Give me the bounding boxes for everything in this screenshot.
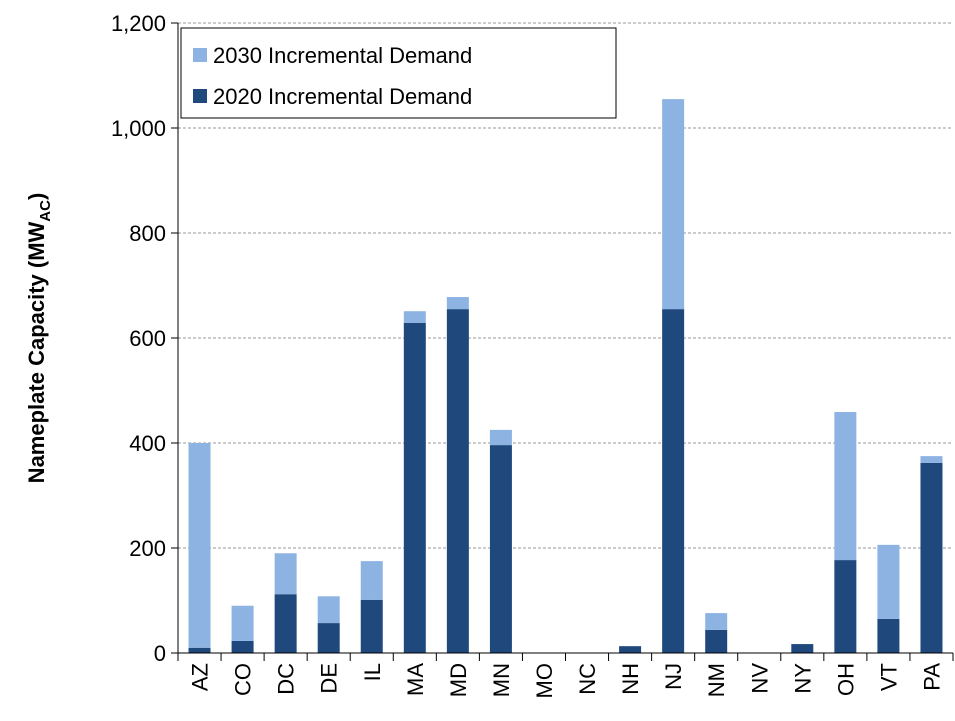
- x-tick-label: PA: [919, 663, 944, 691]
- x-tick-label: MN: [489, 663, 514, 697]
- bar-segment: [446, 309, 469, 653]
- bar-segment: [274, 594, 297, 653]
- x-tick-label: CO: [231, 663, 256, 696]
- y-label-main: Nameplate Capacity (MW: [24, 221, 49, 483]
- bar-segment: [188, 647, 211, 653]
- bar-segment: [834, 412, 857, 561]
- bar-segment: [489, 429, 512, 446]
- legend-label: 2020 Incremental Demand: [213, 84, 472, 109]
- y-label-subscript: AC: [37, 200, 54, 222]
- bar-segment: [662, 99, 685, 310]
- x-tick-label: MO: [532, 663, 557, 698]
- x-tick-label: OH: [833, 663, 858, 696]
- bar-segment: [619, 646, 642, 653]
- y-axis-label: Nameplate Capacity (MWAC): [24, 193, 54, 484]
- bar-segment: [403, 322, 426, 653]
- bar-segment: [274, 553, 297, 595]
- y-tick-label: 600: [129, 326, 166, 351]
- x-tick-label: NJ: [661, 663, 686, 690]
- bar-segment: [662, 309, 685, 653]
- x-tick-label: NC: [575, 663, 600, 695]
- bar-segment: [403, 311, 426, 323]
- bar-segment: [834, 560, 857, 653]
- x-tick-label: NY: [790, 663, 815, 694]
- y-tick-label: 1,000: [111, 116, 166, 141]
- bar-segment: [791, 644, 814, 653]
- y-label-end: ): [24, 193, 49, 200]
- x-tick-label: NV: [747, 663, 772, 694]
- x-tick-label: AZ: [188, 663, 213, 691]
- legend-swatch: [193, 48, 207, 62]
- bar-segment: [360, 599, 383, 653]
- x-tick-label: IL: [360, 663, 385, 681]
- bar-segment: [317, 596, 340, 624]
- x-tick-label: MD: [446, 663, 471, 697]
- bar-segment: [317, 623, 340, 653]
- legend-label: 2030 Incremental Demand: [213, 43, 472, 68]
- legend-box: [180, 27, 617, 119]
- bar-segment: [446, 297, 469, 310]
- x-tick-label: DE: [317, 663, 342, 694]
- y-tick-label: 0: [154, 641, 166, 666]
- x-tick-label: MA: [403, 663, 428, 696]
- y-tick-label: 400: [129, 431, 166, 456]
- x-tick-label: NH: [618, 663, 643, 695]
- bar-segment: [705, 613, 728, 630]
- bar-segment: [231, 640, 254, 653]
- y-tick-label: 800: [129, 221, 166, 246]
- x-tick-label: NM: [704, 663, 729, 697]
- x-tick-label: DC: [274, 663, 299, 695]
- bar-segment: [877, 544, 900, 619]
- bar-segment: [705, 629, 728, 653]
- bar-segment: [877, 618, 900, 653]
- y-tick-label: 1,200: [111, 11, 166, 36]
- bar-segment: [920, 456, 943, 463]
- bar-segment: [360, 561, 383, 600]
- y-tick-label: 200: [129, 536, 166, 561]
- bar-segment: [489, 445, 512, 653]
- x-tick-label: VT: [876, 663, 901, 691]
- bar-segment: [188, 443, 211, 648]
- legend-swatch: [193, 89, 207, 103]
- bar-segment: [920, 462, 943, 653]
- bar-segment: [231, 605, 254, 641]
